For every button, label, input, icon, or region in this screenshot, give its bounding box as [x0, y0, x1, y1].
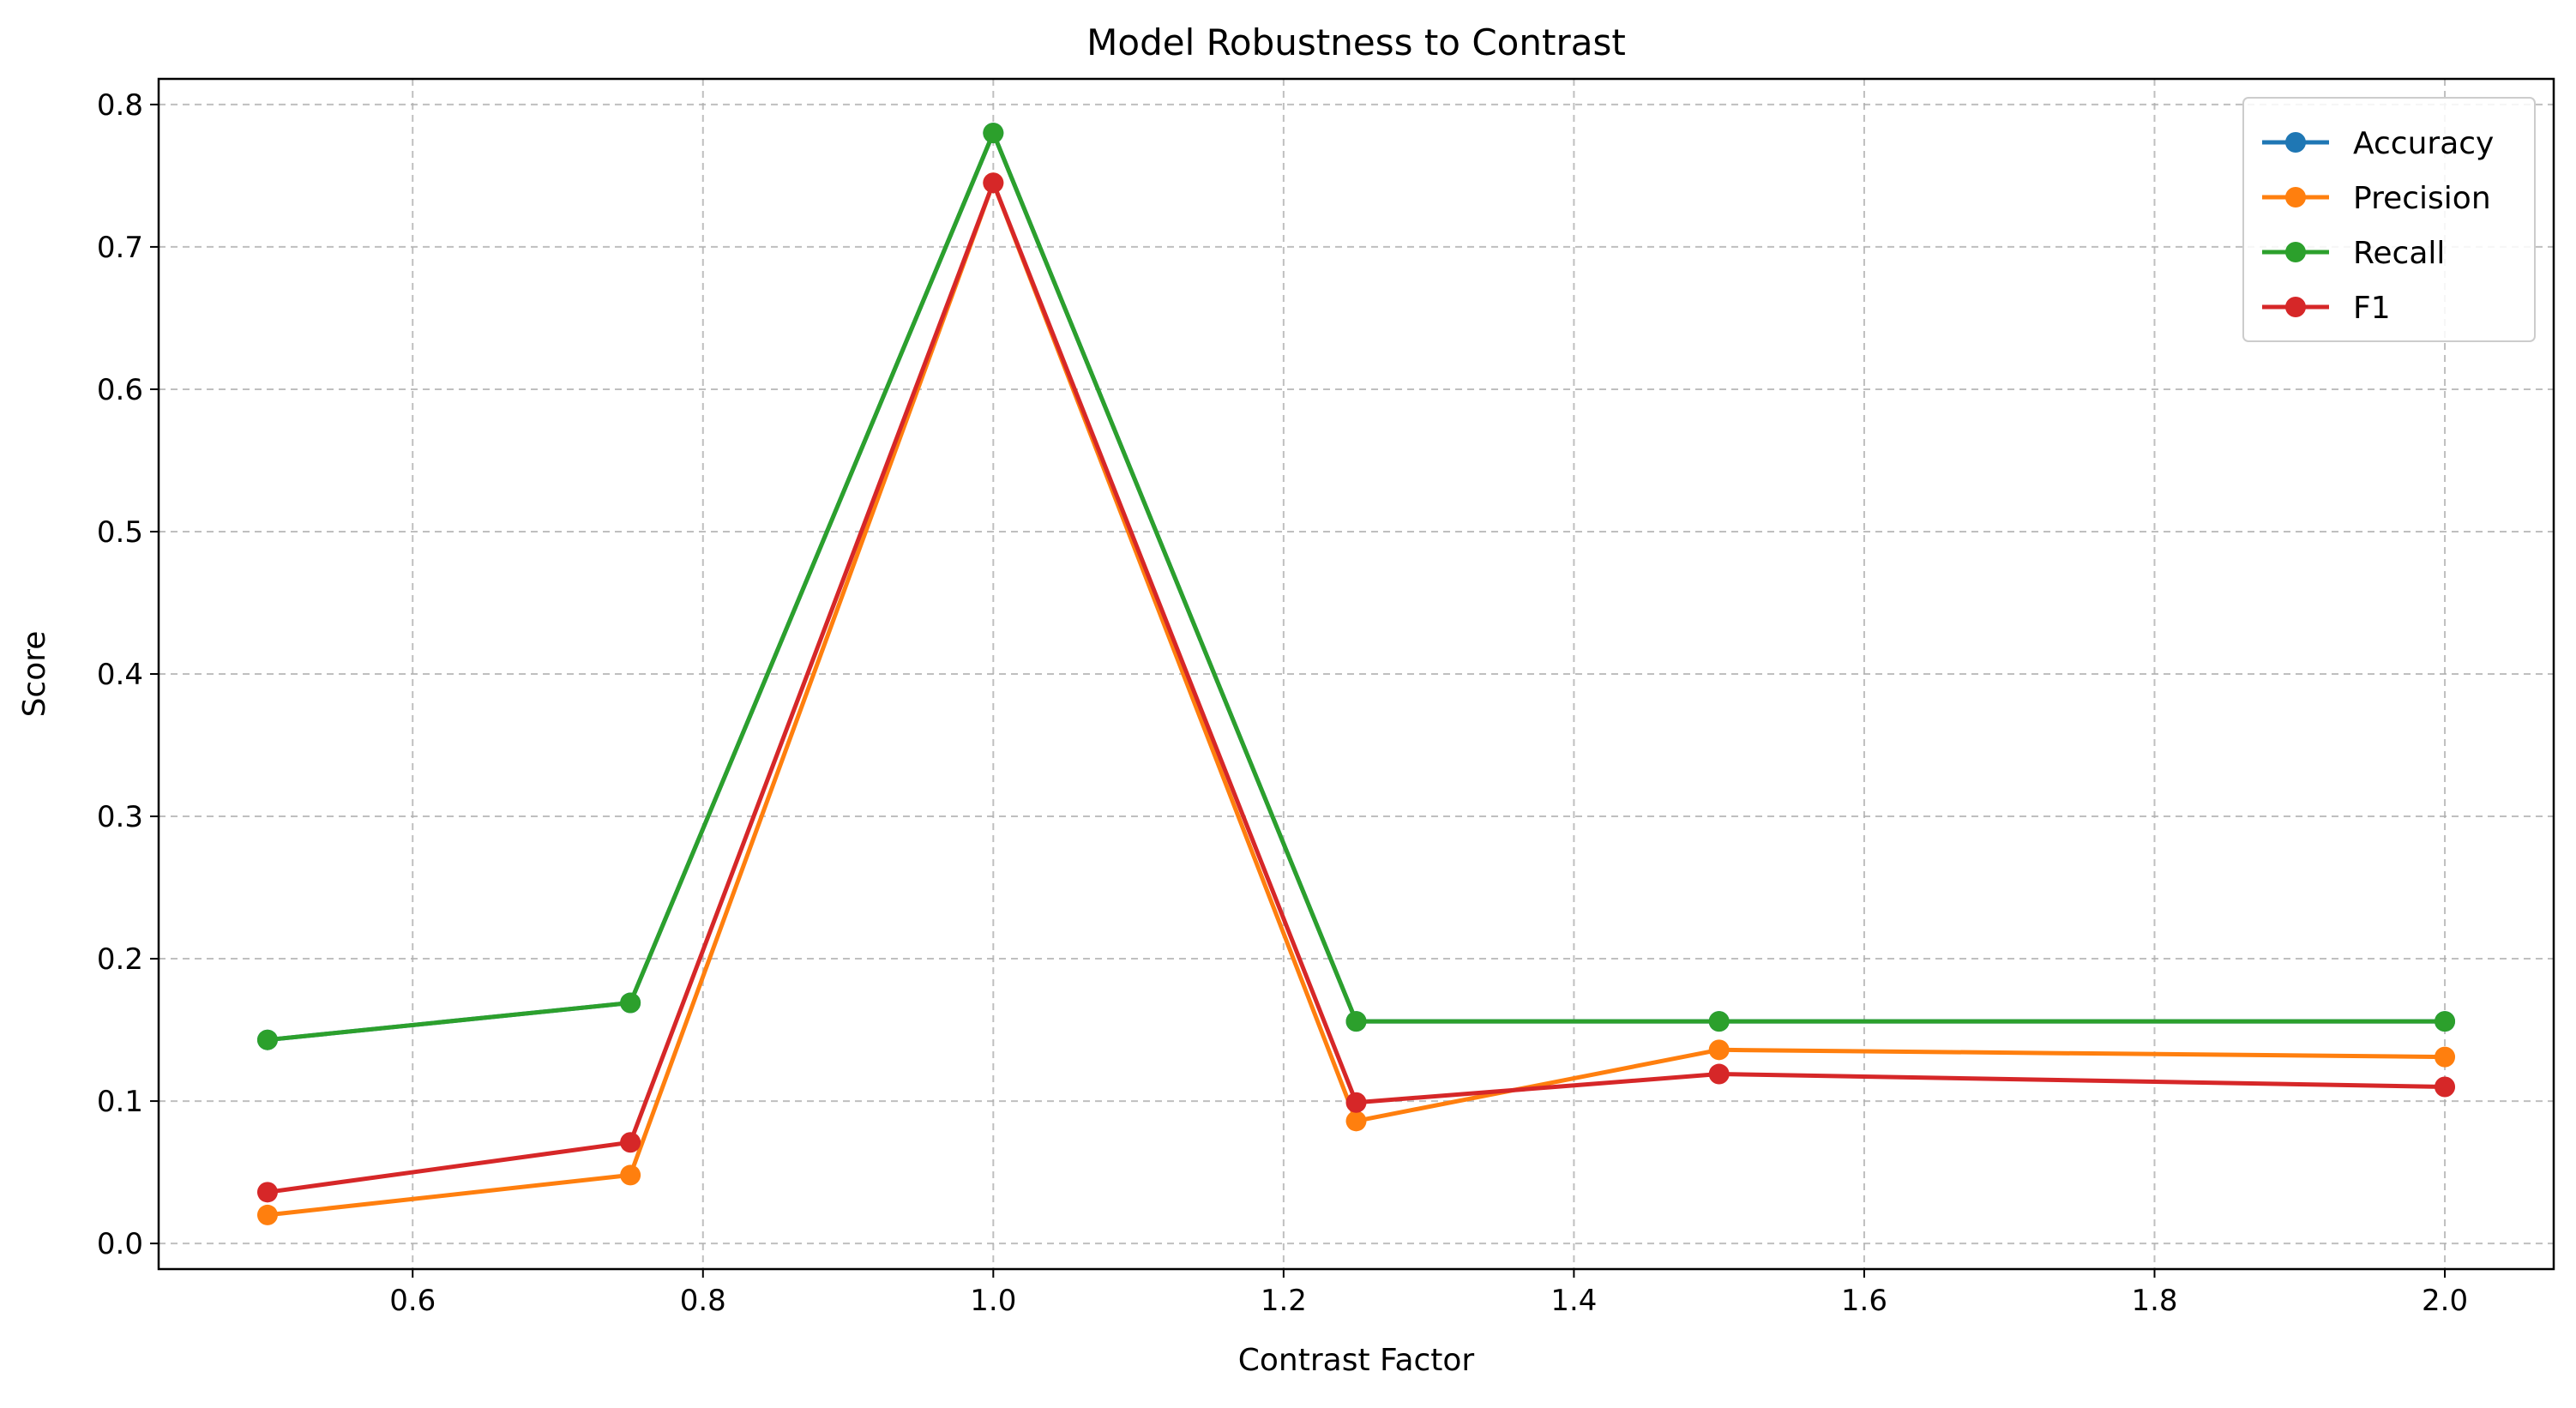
data-point-recall	[2435, 1011, 2456, 1032]
x-tick-label: 1.4	[1550, 1284, 1597, 1318]
series-line-f1	[267, 180, 2446, 1194]
series-recall	[256, 123, 2456, 1050]
data-point-recall	[983, 123, 1004, 144]
legend-entry-precision: Precision	[2262, 181, 2491, 216]
legend-box	[2242, 97, 2536, 342]
legend-entry-f1: F1	[2262, 291, 2391, 326]
data-point-f1	[1708, 1063, 1730, 1085]
x-tick-label: 1.0	[970, 1284, 1016, 1318]
ticks: 0.6 0.8 1.0 1.2 1.4 1.6 1.8 2.0 0.0 0.1 0.2 0.3 0.4 0…	[97, 88, 2468, 1318]
y-tick-label: 0.5	[97, 515, 143, 550]
series-line-precision	[267, 180, 2446, 1218]
y-tick-label: 0.1	[97, 1085, 143, 1119]
y-tick-label: 0.8	[97, 88, 143, 123]
data-point-recall	[1708, 1011, 1730, 1032]
data-point-precision	[256, 1204, 278, 1225]
y-tick-label: 0.6	[97, 373, 143, 407]
data-point-f1	[1345, 1092, 1367, 1113]
data-point-recall	[256, 1029, 278, 1050]
legend-marker-f1	[2285, 297, 2306, 317]
y-tick-label: 0.0	[97, 1227, 143, 1261]
legend-label-f1: F1	[2353, 291, 2391, 326]
series-layer	[256, 123, 2456, 1225]
legend-label-precision: Precision	[2353, 181, 2491, 216]
x-tick-label: 0.6	[389, 1284, 436, 1318]
data-point-precision	[620, 1164, 641, 1186]
x-tick-label: 1.8	[2131, 1284, 2177, 1318]
series-precision	[256, 172, 2456, 1225]
data-point-precision	[1345, 1110, 1367, 1132]
data-point-f1	[256, 1182, 278, 1203]
data-point-f1	[620, 1132, 641, 1153]
legend-items: Accuracy Precision Recall F1	[2262, 126, 2494, 326]
x-tick-label: 0.8	[680, 1284, 726, 1318]
chart-title: Model Robustness to Contrast	[1086, 21, 1626, 63]
data-point-f1	[2435, 1076, 2456, 1098]
legend-marker-accuracy	[2285, 132, 2306, 153]
x-axis-label: Contrast Factor	[1238, 1343, 1475, 1378]
x-tick-label: 2.0	[2422, 1284, 2468, 1318]
data-point-recall	[620, 992, 641, 1014]
legend-label-recall: Recall	[2353, 236, 2445, 271]
data-point-recall	[1345, 1011, 1367, 1032]
legend: Accuracy Precision Recall F1	[2242, 97, 2536, 342]
legend-label-accuracy: Accuracy	[2353, 126, 2494, 161]
y-tick-label: 0.2	[97, 942, 143, 977]
y-tick-label: 0.3	[97, 800, 143, 834]
series-line-recall	[267, 130, 2445, 1043]
series-f1	[256, 172, 2456, 1203]
x-tick-label: 1.6	[1841, 1284, 1887, 1318]
data-point-f1	[983, 172, 1004, 194]
data-point-precision	[1708, 1039, 1730, 1061]
x-tick-label: 1.2	[1261, 1284, 1307, 1318]
y-tick-label: 0.7	[97, 231, 143, 265]
legend-marker-precision	[2285, 187, 2306, 208]
legend-entry-recall: Recall	[2262, 236, 2445, 271]
grid	[159, 79, 2554, 1269]
legend-entry-accuracy: Accuracy	[2262, 126, 2494, 161]
y-axis-label: Score	[17, 631, 52, 718]
data-point-precision	[2435, 1046, 2456, 1068]
y-tick-label: 0.4	[97, 658, 143, 692]
legend-marker-recall	[2285, 242, 2306, 262]
